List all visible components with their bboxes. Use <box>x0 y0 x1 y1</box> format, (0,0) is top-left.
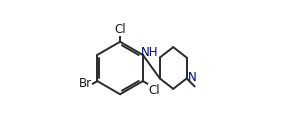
Text: N: N <box>188 71 197 84</box>
Text: Cl: Cl <box>114 23 126 35</box>
Text: Cl: Cl <box>148 84 160 97</box>
Text: Br: Br <box>79 77 92 90</box>
Text: NH: NH <box>141 46 159 59</box>
